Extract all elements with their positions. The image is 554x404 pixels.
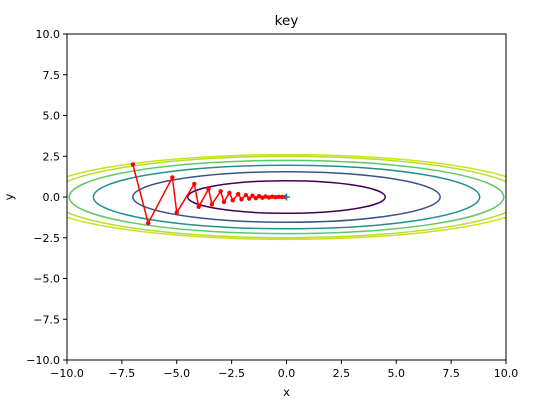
y-tick-label: −7.5 bbox=[33, 313, 60, 326]
x-axis: −10.0 −7.5 −5.0 −2.5 0.0 2.5 5.0 7.5 10.0 bbox=[50, 360, 518, 380]
contour-level-3 bbox=[92, 164, 481, 230]
x-axis-label: x bbox=[283, 385, 290, 399]
path-point bbox=[130, 162, 136, 167]
path-point bbox=[276, 194, 282, 200]
x-tick-label: −5.0 bbox=[163, 367, 190, 380]
contour-level-6 bbox=[67, 153, 506, 241]
path-point bbox=[266, 195, 272, 200]
path-point bbox=[170, 175, 175, 180]
y-tick-label: 0.0 bbox=[43, 191, 61, 204]
contour-lines bbox=[67, 153, 506, 241]
path-point bbox=[253, 195, 258, 201]
y-axis-label: y bbox=[2, 193, 16, 200]
path-point bbox=[236, 191, 241, 197]
x-tick-label: 7.5 bbox=[442, 367, 460, 380]
y-tick-label: 2.5 bbox=[43, 150, 61, 163]
path-point bbox=[239, 197, 244, 202]
path-point bbox=[279, 194, 285, 200]
path-point bbox=[209, 202, 215, 207]
y-tick-label: −10.0 bbox=[26, 354, 60, 367]
x-tick-label: 5.0 bbox=[388, 367, 406, 380]
minimum-marker bbox=[283, 193, 290, 201]
path-point bbox=[218, 189, 223, 194]
path-point bbox=[246, 196, 252, 201]
path-point bbox=[256, 193, 262, 199]
contour-level-5 bbox=[67, 155, 506, 239]
path-point bbox=[273, 194, 278, 200]
y-axis: −10.0 −7.5 −5.0 −2.5 0.0 2.5 5.0 7.5 10.0 bbox=[26, 28, 67, 367]
optimization-path bbox=[130, 162, 290, 226]
y-tick-label: 7.5 bbox=[43, 69, 61, 82]
y-tick-label: 5.0 bbox=[43, 110, 61, 123]
path-point bbox=[174, 210, 179, 215]
x-tick-label: 0.0 bbox=[278, 367, 296, 380]
path-point bbox=[221, 199, 227, 205]
x-tick-label: −7.5 bbox=[109, 367, 136, 380]
path-point bbox=[243, 192, 249, 198]
x-tick-label: 10.0 bbox=[494, 367, 519, 380]
chart-title: key bbox=[275, 13, 299, 29]
path-point bbox=[250, 193, 255, 198]
path-point bbox=[270, 194, 275, 199]
contour-level-1 bbox=[186, 179, 387, 215]
path-point bbox=[192, 181, 197, 187]
path-point bbox=[206, 186, 211, 192]
x-tick-label: 2.5 bbox=[333, 367, 351, 380]
y-tick-label: −2.5 bbox=[33, 232, 60, 245]
x-tick-label: −10.0 bbox=[50, 367, 84, 380]
y-tick-label: 10.0 bbox=[36, 28, 61, 41]
x-tick-label: −2.5 bbox=[218, 367, 245, 380]
contour-level-4 bbox=[68, 159, 505, 235]
path-point bbox=[227, 190, 232, 196]
y-tick-label: −5.0 bbox=[33, 273, 60, 286]
contour-level-2 bbox=[132, 170, 441, 224]
path-point bbox=[146, 220, 151, 226]
path-point bbox=[196, 204, 201, 209]
path-point bbox=[230, 198, 235, 203]
